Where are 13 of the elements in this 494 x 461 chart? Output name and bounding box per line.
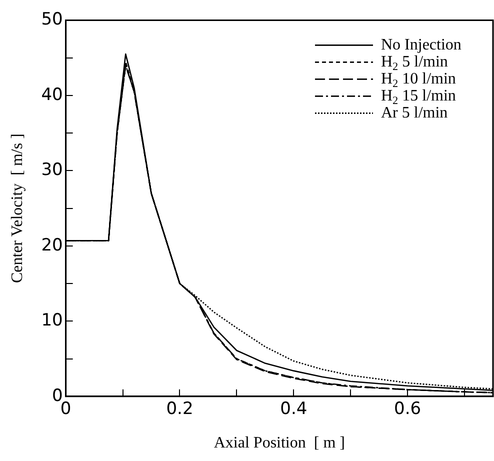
y-tick-label: 0 xyxy=(52,386,63,406)
legend-label: No Injection xyxy=(381,36,462,54)
y-tick-label: 40 xyxy=(41,84,63,105)
x-tick-label: 0.6 xyxy=(394,399,422,420)
y-tick-label: 30 xyxy=(41,160,63,180)
x-axis-title: Axial Position [ m ] xyxy=(214,434,345,452)
y-tick-label: 50 xyxy=(41,10,63,30)
legend-label: Ar 5 l/min xyxy=(381,104,448,122)
x-tick-label: 0.4 xyxy=(280,399,308,420)
y-tick-label: 10 xyxy=(41,310,63,331)
y-axis-title: Center Velocity [ m/s ] xyxy=(8,134,26,284)
y-tick-label: 20 xyxy=(41,235,63,256)
x-tick-label: 0.2 xyxy=(166,399,194,420)
